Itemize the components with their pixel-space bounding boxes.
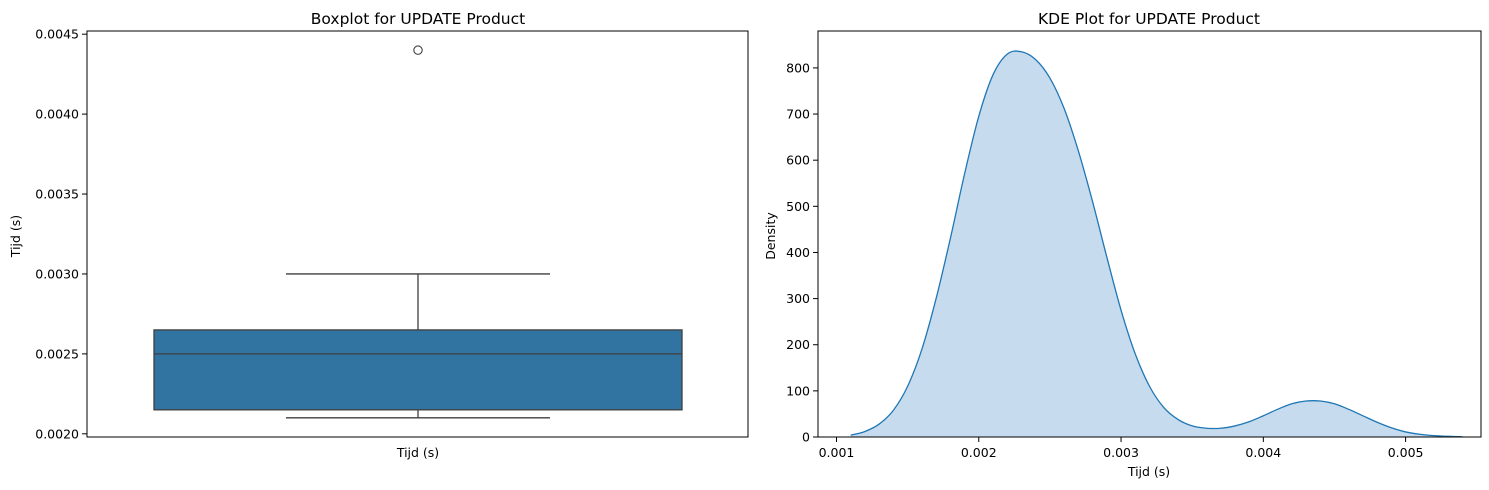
kde-curve-group: [850, 50, 1463, 438]
boxplot-body: [153, 45, 683, 419]
boxplot-y-tick-label: 0.0020: [35, 426, 79, 441]
boxplot-axes-frame: [86, 30, 749, 438]
kde-x-tick-label: 0.001: [819, 445, 855, 460]
boxplot-outlier-point: [413, 45, 423, 55]
kde-y-axis-label: Density: [763, 212, 778, 260]
kde-x-axis-label: Tijd (s): [1127, 464, 1170, 479]
kde-x-ticks: 0.001 0.002 0.003 0.004 0.005: [819, 437, 1424, 460]
kde-y-tick-label: 700: [786, 107, 810, 122]
kde-y-tick-label: 800: [786, 60, 810, 75]
kde-x-tick-label: 0.004: [1245, 445, 1281, 460]
boxplot-y-tick-label: 0.0040: [35, 107, 79, 122]
kde-y-tick-label: 100: [786, 383, 810, 398]
boxplot-y-axis-label: Tijd (s): [8, 215, 23, 258]
kde-y-tick-label: 200: [786, 337, 810, 352]
kde-y-ticks: 0 100 200 300 400 500 600 700 800: [786, 60, 818, 445]
boxplot-x-tick-label: Tijd (s): [396, 445, 439, 460]
boxplot-y-ticks: 0.0020 0.0025 0.0030 0.0035 0.0040 0.0045: [35, 27, 87, 441]
kde-y-tick-label: 300: [786, 291, 810, 306]
kde-x-tick-label: 0.005: [1388, 445, 1424, 460]
kde-title: KDE Plot for UPDATE Product: [1038, 10, 1260, 28]
boxplot-title: Boxplot for UPDATE Product: [311, 10, 525, 28]
kde-axes-frame: [817, 30, 1482, 438]
kde-density-fill: [850, 51, 1463, 437]
kde-y-tick-label: 500: [786, 199, 810, 214]
boxplot-y-tick-label: 0.0025: [35, 346, 79, 361]
kde-panel: KDE Plot for UPDATE Product 0 100 200 300 40…: [763, 10, 1482, 479]
boxplot-y-tick-label: 0.0045: [35, 27, 79, 42]
kde-x-tick-label: 0.003: [1103, 445, 1139, 460]
boxplot-y-tick-label: 0.0035: [35, 187, 79, 202]
kde-y-tick-label: 0: [802, 430, 810, 445]
kde-y-tick-label: 400: [786, 245, 810, 260]
boxplot-y-tick-label: 0.0030: [35, 266, 79, 281]
boxplot-panel: Boxplot for UPDATE Product 0.00200.00250…: [8, 10, 749, 460]
boxplot-box: [153, 329, 683, 411]
kde-x-tick-label: 0.002: [961, 445, 997, 460]
kde-density-line: [850, 50, 1463, 438]
kde-y-tick-label: 600: [786, 153, 810, 168]
